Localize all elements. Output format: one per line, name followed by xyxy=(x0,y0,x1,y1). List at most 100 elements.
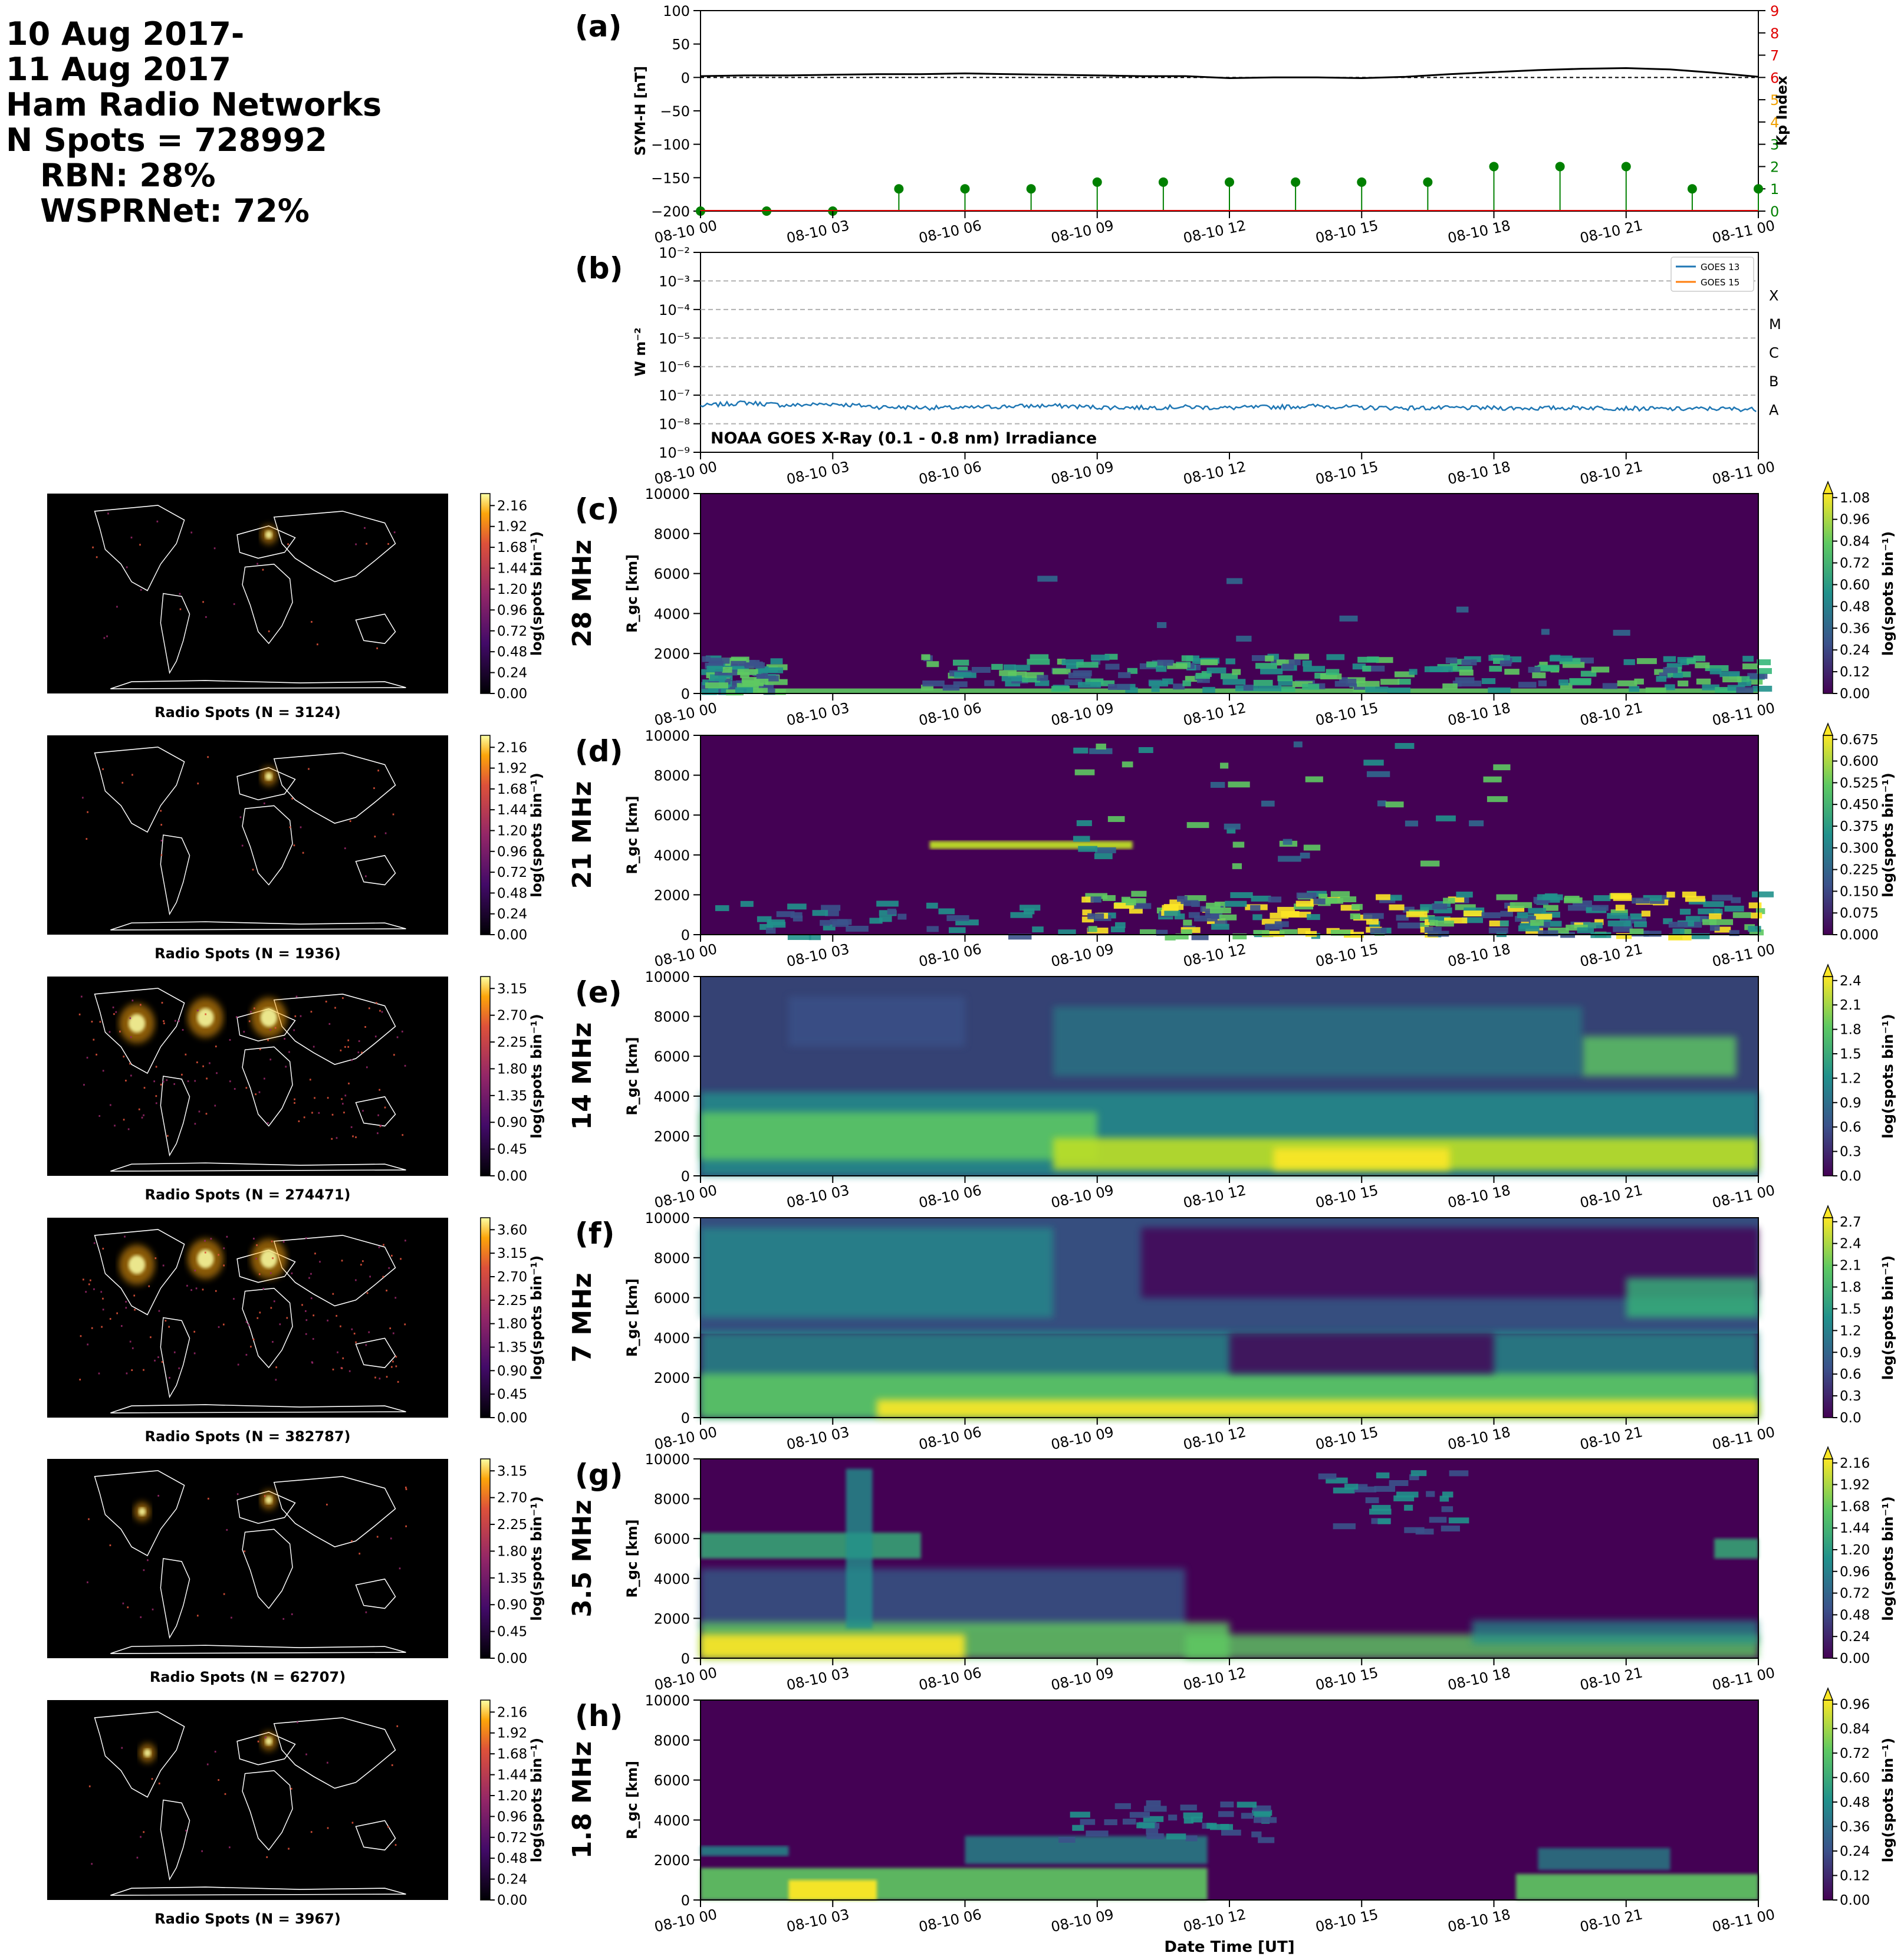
panel-a-label: (a) xyxy=(575,9,621,44)
heatmap-cell xyxy=(1350,913,1361,919)
coastline xyxy=(355,1096,396,1127)
map-caption: Radio Spots (N = 382787) xyxy=(144,1428,350,1445)
spot-point xyxy=(138,1108,140,1110)
spot-point xyxy=(186,1284,188,1287)
spot-point xyxy=(151,1778,153,1780)
heatmap-cell xyxy=(1396,1491,1419,1498)
spot-point xyxy=(153,1080,155,1083)
spot-point xyxy=(204,1240,206,1242)
heatmap-cell xyxy=(1278,679,1293,686)
heatmap-colorbar-extend xyxy=(1822,1445,1834,1459)
spot-point xyxy=(295,995,298,998)
spot-point xyxy=(226,1235,228,1238)
header-wsprnet-share: WSPRNet: 72% xyxy=(40,192,310,229)
heatmap-x-tick-label: 08-10 09 xyxy=(1050,699,1115,729)
heatmap-cell xyxy=(1610,909,1628,916)
heatmap-cell xyxy=(1617,680,1637,686)
spot-point xyxy=(165,1320,167,1322)
heatmap-cell xyxy=(1685,916,1707,922)
map-colorbar-tick-label: 1.68 xyxy=(497,540,527,555)
spot-point xyxy=(208,1497,209,1500)
heatmap-x-tick-label: 08-10 12 xyxy=(1182,941,1247,970)
spot-point xyxy=(194,1123,196,1125)
kp-ytick-label: 1 xyxy=(1770,181,1779,198)
heatmap-cell xyxy=(1406,911,1428,918)
coastline xyxy=(355,1337,396,1369)
heatmap-cell xyxy=(1030,654,1049,660)
heatmap-cell xyxy=(1643,931,1662,937)
heatmap-cell xyxy=(759,923,774,930)
spot-point xyxy=(255,1093,257,1096)
colorbar-tick-label: 0.60 xyxy=(1840,577,1870,593)
heatmap-cell xyxy=(1351,903,1363,910)
spot-point xyxy=(267,1122,269,1124)
spot-point xyxy=(313,1046,315,1048)
colorbar-tick-label: 0.525 xyxy=(1840,775,1879,791)
map-colorbar xyxy=(480,1458,491,1659)
heatmap-cell xyxy=(1295,900,1314,907)
heatmap-colorbar-label: log(spots bin⁻¹) xyxy=(1880,1255,1896,1380)
spot-point xyxy=(116,1312,119,1314)
heatmap-cell xyxy=(1709,668,1722,675)
heatmap-cell xyxy=(1636,658,1657,665)
heatmap-cell xyxy=(1528,908,1546,914)
heatmap-cell xyxy=(1181,655,1193,662)
heatmap-cell xyxy=(1081,916,1094,923)
heatmap-cell xyxy=(1496,894,1518,900)
heatmap-cell xyxy=(1379,897,1396,903)
heatmap-cell xyxy=(1096,743,1106,749)
spot-point xyxy=(166,1135,169,1137)
colorbar-tick-label: 0.12 xyxy=(1840,1868,1870,1883)
spot-density-core xyxy=(197,1249,214,1268)
spot-point xyxy=(399,1567,401,1570)
heatmap-cell xyxy=(1297,928,1311,934)
spot-point xyxy=(297,1721,298,1724)
heatmap-cell xyxy=(1736,687,1754,693)
spot-point xyxy=(160,840,163,841)
spot-point xyxy=(93,1038,95,1041)
heatmap-cell xyxy=(1165,934,1176,941)
spot-point xyxy=(358,1040,360,1043)
heatmap-cell xyxy=(705,682,728,689)
heatmap-cell xyxy=(1076,820,1092,826)
spot-point xyxy=(205,1113,208,1115)
heatmap-x-tick-label: 08-10 12 xyxy=(1182,1182,1247,1211)
spot-point xyxy=(194,1080,196,1082)
heatmap-cell xyxy=(1064,679,1083,685)
heatmap-ytick-label: 8000 xyxy=(654,1009,690,1025)
heatmap-colorbar xyxy=(1823,1699,1833,1901)
heatmap-cell xyxy=(1163,904,1184,910)
heatmap-colorbar-extend xyxy=(1822,480,1834,494)
spot-point xyxy=(272,1341,274,1343)
heatmap-x-tick-label: 08-10 00 xyxy=(653,1906,718,1935)
spot-point xyxy=(389,1327,392,1330)
heatmap-cell xyxy=(1313,898,1326,905)
colorbar-tick-label: 0.12 xyxy=(1840,665,1870,680)
spot-point xyxy=(352,1135,354,1138)
heatmap-ytick-label: 8000 xyxy=(654,1491,690,1508)
heatmap-cell xyxy=(1357,681,1380,687)
spot-point xyxy=(91,1863,93,1865)
spot-point xyxy=(271,1240,273,1242)
heatmap-cell xyxy=(1668,934,1692,941)
spot-density-core xyxy=(265,530,273,539)
heatmap-cell xyxy=(1131,890,1147,897)
spot-point xyxy=(282,1618,285,1620)
spot-point xyxy=(125,1307,127,1309)
heatmap-cell xyxy=(1629,928,1644,935)
heatmap-cell xyxy=(1220,1824,1229,1830)
heatmap-cell xyxy=(837,919,848,925)
heatmap-cell xyxy=(1228,781,1250,788)
heatmap-ytick-label: 10000 xyxy=(645,969,690,985)
header-networks: Ham Radio Networks xyxy=(6,86,382,123)
heatmap-cell xyxy=(1507,906,1525,912)
heatmap-cell xyxy=(1243,685,1254,691)
heatmap-cell xyxy=(1302,660,1312,666)
spot-point xyxy=(143,1114,144,1116)
heatmap-cell xyxy=(1156,666,1167,672)
heatmap-cell xyxy=(1333,1487,1355,1494)
heatmap-cell xyxy=(1197,677,1210,683)
map-coastlines xyxy=(88,1711,406,1896)
heatmap-cell xyxy=(1429,1517,1447,1523)
